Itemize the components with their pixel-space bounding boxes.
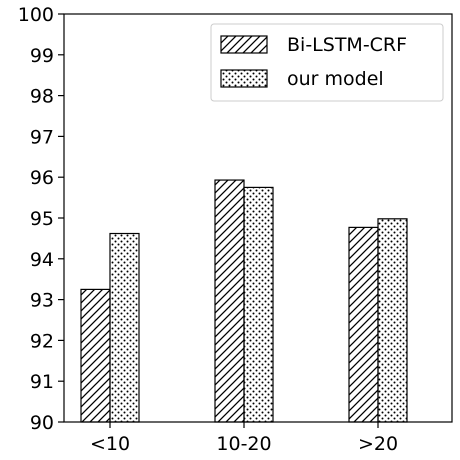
plot-frame — [63, 13, 453, 423]
legend-label-bi-lstm-crf: Bi-LSTM-CRF — [287, 34, 407, 56]
y-tick-label: 93 — [30, 290, 54, 312]
bar-our-model-lt-10 — [109, 232, 140, 423]
y-tick-label: 98 — [30, 86, 54, 108]
y-tick-label: 91 — [30, 371, 54, 393]
y-tick-label: 100 — [18, 4, 54, 26]
y-tick-label: 90 — [30, 412, 54, 434]
bar-bi-lstm-crf-lt-10 — [80, 288, 111, 423]
x-axis: <10 10-20 >20 — [90, 422, 398, 455]
legend-swatch-our-model — [220, 69, 268, 88]
y-axis: 90 91 92 93 94 95 96 97 98 99 100 — [18, 4, 64, 434]
x-tick-label: 10-20 — [216, 433, 271, 455]
x-tick-label: <10 — [90, 433, 130, 455]
y-tick-label: 92 — [30, 330, 54, 352]
legend: Bi-LSTM-CRF our model — [210, 23, 444, 102]
bar-bi-lstm-crf-10-20 — [214, 179, 245, 423]
bar-bi-lstm-crf-gt-20 — [348, 226, 379, 423]
y-tick-label: 99 — [30, 45, 54, 67]
y-tick-label: 95 — [30, 208, 54, 230]
y-tick-label: 97 — [30, 126, 54, 148]
bars-group — [80, 179, 408, 423]
legend-swatch-bi-lstm-crf — [220, 35, 268, 54]
y-tick-label: 94 — [30, 249, 54, 271]
bar-our-model-gt-20 — [377, 218, 408, 423]
y-tick-label: 96 — [30, 167, 54, 189]
bar-our-model-10-20 — [243, 186, 274, 423]
legend-label-our-model: our model — [287, 68, 384, 90]
legend-box — [210, 23, 444, 102]
x-tick-label: >20 — [358, 433, 398, 455]
